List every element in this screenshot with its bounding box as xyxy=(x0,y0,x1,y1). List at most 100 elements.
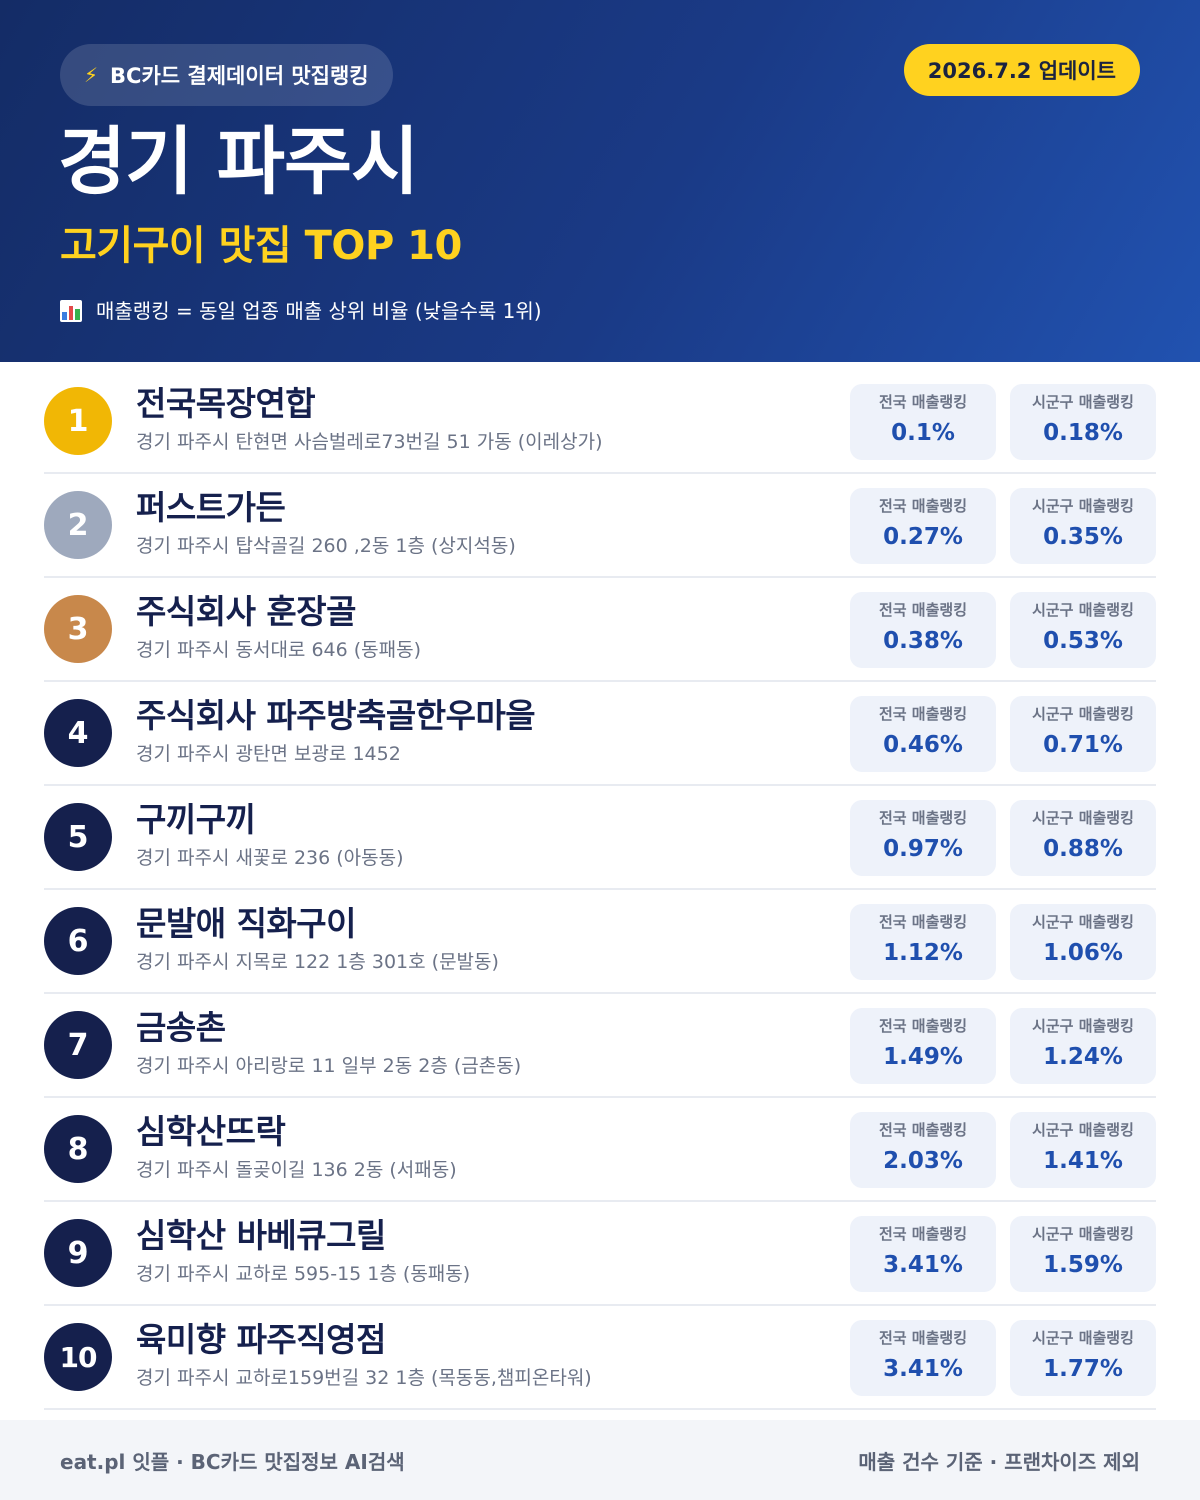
national-ranking-value: 0.1% xyxy=(891,420,955,446)
rank-badge: 1 xyxy=(44,387,112,455)
national-ranking-value: 0.27% xyxy=(883,524,963,550)
local-ranking-label: 시군구 매출랭킹 xyxy=(1032,393,1134,411)
restaurant-address: 경기 파주시 새꽃로 236 (아동동) xyxy=(136,847,404,869)
national-ranking-label: 전국 매출랭킹 xyxy=(878,1121,968,1139)
rank-badge: 5 xyxy=(44,803,112,871)
header-banner: ⚡ BC카드 결제데이터 맛집랭킹 2026.7.2 업데이트 경기 파주시 고… xyxy=(0,0,1200,362)
rank-badge: 7 xyxy=(44,1011,112,1079)
update-date-badge: 2026.7.2 업데이트 xyxy=(903,44,1140,96)
national-ranking-card: 전국 매출랭킹 3.41% xyxy=(850,1216,996,1292)
local-ranking-label: 시군구 매출랭킹 xyxy=(1032,1329,1134,1347)
national-ranking-card: 전국 매출랭킹 0.27% xyxy=(850,488,996,564)
national-ranking-card: 전국 매출랭킹 0.38% xyxy=(850,592,996,668)
restaurant-name: 심학산 바베큐그릴 xyxy=(136,1216,386,1255)
local-ranking-value: 1.59% xyxy=(1043,1252,1123,1278)
local-ranking-card: 시군구 매출랭킹 0.18% xyxy=(1010,384,1156,460)
restaurant-address: 경기 파주시 광탄면 보광로 1452 xyxy=(136,743,401,765)
restaurant-address: 경기 파주시 탑삭골길 260 ,2동 1층 (상지석동) xyxy=(136,535,516,557)
national-ranking-card: 전국 매출랭킹 2.03% xyxy=(850,1112,996,1188)
local-ranking-label: 시군구 매출랭킹 xyxy=(1032,601,1134,619)
national-ranking-value: 1.49% xyxy=(883,1044,963,1070)
restaurant-name: 전국목장연합 xyxy=(136,384,316,423)
rank-badge: 2 xyxy=(44,491,112,559)
national-ranking-value: 0.97% xyxy=(883,836,963,862)
local-ranking-value: 1.41% xyxy=(1043,1148,1123,1174)
restaurant-address: 경기 파주시 탄현면 사슴벌레로73번길 51 가동 (이레상가) xyxy=(136,431,603,453)
local-ranking-card: 시군구 매출랭킹 0.35% xyxy=(1010,488,1156,564)
national-ranking-card: 전국 매출랭킹 1.49% xyxy=(850,1008,996,1084)
local-ranking-label: 시군구 매출랭킹 xyxy=(1032,1225,1134,1243)
national-ranking-label: 전국 매출랭킹 xyxy=(878,705,968,723)
local-ranking-value: 0.88% xyxy=(1043,836,1123,862)
local-ranking-value: 1.24% xyxy=(1043,1044,1123,1070)
local-ranking-label: 시군구 매출랭킹 xyxy=(1032,1017,1134,1035)
national-ranking-value: 0.46% xyxy=(883,732,963,758)
local-ranking-label: 시군구 매출랭킹 xyxy=(1032,705,1134,723)
national-ranking-label: 전국 매출랭킹 xyxy=(878,1225,968,1243)
restaurant-row[interactable]: 7 금송촌 경기 파주시 아리랑로 11 일부 2동 2층 (금촌동) 전국 매출랭킹… xyxy=(44,994,1156,1098)
restaurant-address: 경기 파주시 교하로159번길 32 1층 (목동동,챔피온타워) xyxy=(136,1367,592,1389)
ranking-note: 매출랭킹 = 동일 업종 매출 상위 비율 (낮을수록 1위) xyxy=(60,294,542,328)
national-ranking-card: 전국 매출랭킹 3.41% xyxy=(850,1320,996,1396)
rank-badge: 3 xyxy=(44,595,112,663)
local-ranking-value: 1.77% xyxy=(1043,1356,1123,1382)
restaurant-name: 주식회사 훈장골 xyxy=(136,592,357,631)
restaurant-name: 문발애 직화구이 xyxy=(136,904,357,943)
national-ranking-label: 전국 매출랭킹 xyxy=(878,913,968,931)
restaurant-name: 퍼스트가든 xyxy=(136,488,286,527)
national-ranking-label: 전국 매출랭킹 xyxy=(878,497,968,515)
national-ranking-card: 전국 매출랭킹 0.46% xyxy=(850,696,996,772)
national-ranking-label: 전국 매출랭킹 xyxy=(878,1017,968,1035)
page-subtitle: 고기구이 맛집 TOP 10 xyxy=(60,223,462,269)
local-ranking-value: 0.18% xyxy=(1043,420,1123,446)
local-ranking-value: 0.35% xyxy=(1043,524,1123,550)
rank-badge: 4 xyxy=(44,699,112,767)
restaurant-address: 경기 파주시 동서대로 646 (동패동) xyxy=(136,639,422,661)
national-ranking-label: 전국 매출랭킹 xyxy=(878,809,968,827)
local-ranking-card: 시군구 매출랭킹 0.53% xyxy=(1010,592,1156,668)
restaurant-name: 금송촌 xyxy=(136,1008,226,1047)
source-badge: ⚡ BC카드 결제데이터 맛집랭킹 xyxy=(60,44,393,106)
rank-badge: 8 xyxy=(44,1115,112,1183)
restaurant-name: 육미향 파주직영점 xyxy=(136,1320,386,1359)
rank-badge: 10 xyxy=(44,1323,112,1391)
local-ranking-card: 시군구 매출랭킹 0.88% xyxy=(1010,800,1156,876)
restaurant-name: 주식회사 파주방축골한우마을 xyxy=(136,696,536,735)
ranking-note-text: 매출랭킹 = 동일 업종 매출 상위 비율 (낮을수록 1위) xyxy=(96,299,542,323)
national-ranking-label: 전국 매출랭킹 xyxy=(878,393,968,411)
national-ranking-card: 전국 매출랭킹 1.12% xyxy=(850,904,996,980)
national-ranking-value: 0.38% xyxy=(883,628,963,654)
national-ranking-value: 2.03% xyxy=(883,1148,963,1174)
rank-badge: 9 xyxy=(44,1219,112,1287)
footer-criteria: 매출 건수 기준 · 프랜차이즈 제외 xyxy=(858,1449,1140,1474)
restaurant-name: 구끼구끼 xyxy=(136,800,256,839)
restaurant-address: 경기 파주시 교하로 595-15 1층 (동패동) xyxy=(136,1263,471,1285)
national-ranking-label: 전국 매출랭킹 xyxy=(878,1329,968,1347)
restaurant-row[interactable]: 6 문발애 직화구이 경기 파주시 지목로 122 1층 301호 (문발동) 전국 … xyxy=(44,890,1156,994)
national-ranking-value: 1.12% xyxy=(883,940,963,966)
source-label: BC카드 결제데이터 맛집랭킹 xyxy=(110,64,369,88)
national-ranking-value: 3.41% xyxy=(883,1356,963,1382)
rank-badge: 6 xyxy=(44,907,112,975)
restaurant-row[interactable]: 8 심학산뜨락 경기 파주시 돌곶이길 136 2동 (서패동) 전국 매출랭킹 2.0… xyxy=(44,1098,1156,1202)
local-ranking-value: 0.71% xyxy=(1043,732,1123,758)
local-ranking-label: 시군구 매출랭킹 xyxy=(1032,809,1134,827)
local-ranking-card: 시군구 매출랭킹 0.71% xyxy=(1010,696,1156,772)
national-ranking-card: 전국 매출랭킹 0.97% xyxy=(850,800,996,876)
national-ranking-value: 3.41% xyxy=(883,1252,963,1278)
footer: eat.pl 잇플 · BC카드 맛집정보 AI검색 매출 건수 기준 · 프랜… xyxy=(0,1420,1200,1500)
national-ranking-card: 전국 매출랭킹 0.1% xyxy=(850,384,996,460)
local-ranking-label: 시군구 매출랭킹 xyxy=(1032,1121,1134,1139)
local-ranking-card: 시군구 매출랭킹 1.59% xyxy=(1010,1216,1156,1292)
footer-source: eat.pl 잇플 · BC카드 맛집정보 AI검색 xyxy=(60,1449,405,1474)
local-ranking-card: 시군구 매출랭킹 1.77% xyxy=(1010,1320,1156,1396)
local-ranking-label: 시군구 매출랭킹 xyxy=(1032,497,1134,515)
